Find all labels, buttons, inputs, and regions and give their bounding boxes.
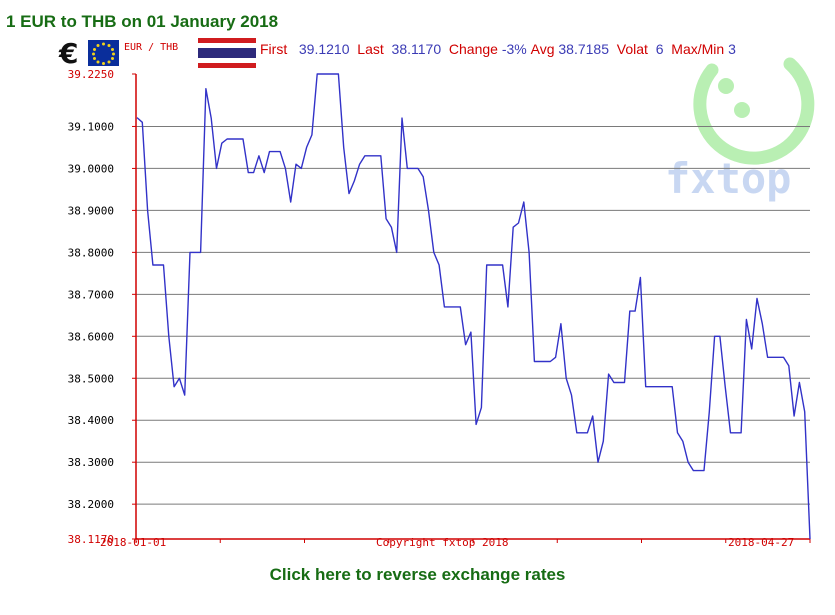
volat-value: 6 <box>655 41 664 57</box>
y-tick-label-11: 38.1170 <box>68 533 114 546</box>
y-tick-label-7: 38.5000 <box>68 372 114 385</box>
change-value: -3% <box>501 41 527 57</box>
avg-value: 38.7185 <box>558 41 609 57</box>
legend-bar: € EUR / THB First 39.1210 Last 38.1170 C… <box>58 38 835 68</box>
watermark-text: fxtop <box>665 154 791 203</box>
volat-label: Volat <box>616 41 648 57</box>
y-tick-label-0: 39.2250 <box>68 68 114 81</box>
y-tick-label-5: 38.7000 <box>68 288 114 301</box>
last-label: Last <box>357 41 384 57</box>
series-line-0 <box>136 73 811 540</box>
eu-flag-icon: € <box>58 38 121 68</box>
first-label: First <box>260 41 288 57</box>
y-tick-label-3: 38.9000 <box>68 204 114 217</box>
y-tick-label-2: 39.0000 <box>68 162 114 175</box>
last-value: 38.1170 <box>391 41 442 57</box>
y-tick-label-1: 39.1000 <box>68 120 114 133</box>
thai-flag-icon <box>198 38 256 68</box>
watermark-smile-arc <box>693 57 815 165</box>
x-axis-labels: 2018-01-01 Copyright fxtop 2018 2018-04-… <box>100 536 794 549</box>
maxmin-value: 3 <box>728 41 736 57</box>
currency-pair-label: EUR / THB <box>124 42 179 53</box>
series-layer <box>136 73 811 540</box>
y-tick-label-8: 38.4000 <box>68 414 114 427</box>
watermark-eye-left <box>718 78 734 94</box>
y-tick-label-10: 38.2000 <box>68 498 114 511</box>
maxmin-label: Max/Min <box>671 41 725 57</box>
copyright-label: Copyright fxtop 2018 <box>376 536 508 549</box>
x-start-label: 2018-01-01 <box>100 536 166 549</box>
watermark-eye-right <box>734 102 750 118</box>
axes <box>132 73 811 543</box>
y-tick-label-6: 38.6000 <box>68 330 114 343</box>
y-tick-labels: 39.2250 39.1000 39.0000 38.9000 38.8000 38.70… <box>68 68 114 546</box>
avg-label: Avg <box>530 41 555 57</box>
first-value: 39.1210 <box>298 41 350 57</box>
stats-line: First 39.1210 Last 38.1170 Change -3% Av… <box>260 41 736 57</box>
page-title: 1 EUR to THB on 01 January 2018 <box>6 12 279 31</box>
svg-text:€: € <box>58 38 78 68</box>
change-label: Change <box>448 41 498 57</box>
reverse-rates-link[interactable]: Click here to reverse exchange rates <box>269 565 566 584</box>
y-tick-label-9: 38.3000 <box>68 456 114 469</box>
y-tick-label-4: 38.8000 <box>68 246 114 259</box>
watermark-logo: fxtop <box>665 57 815 203</box>
x-end-label: 2018-04-27 <box>728 536 794 549</box>
